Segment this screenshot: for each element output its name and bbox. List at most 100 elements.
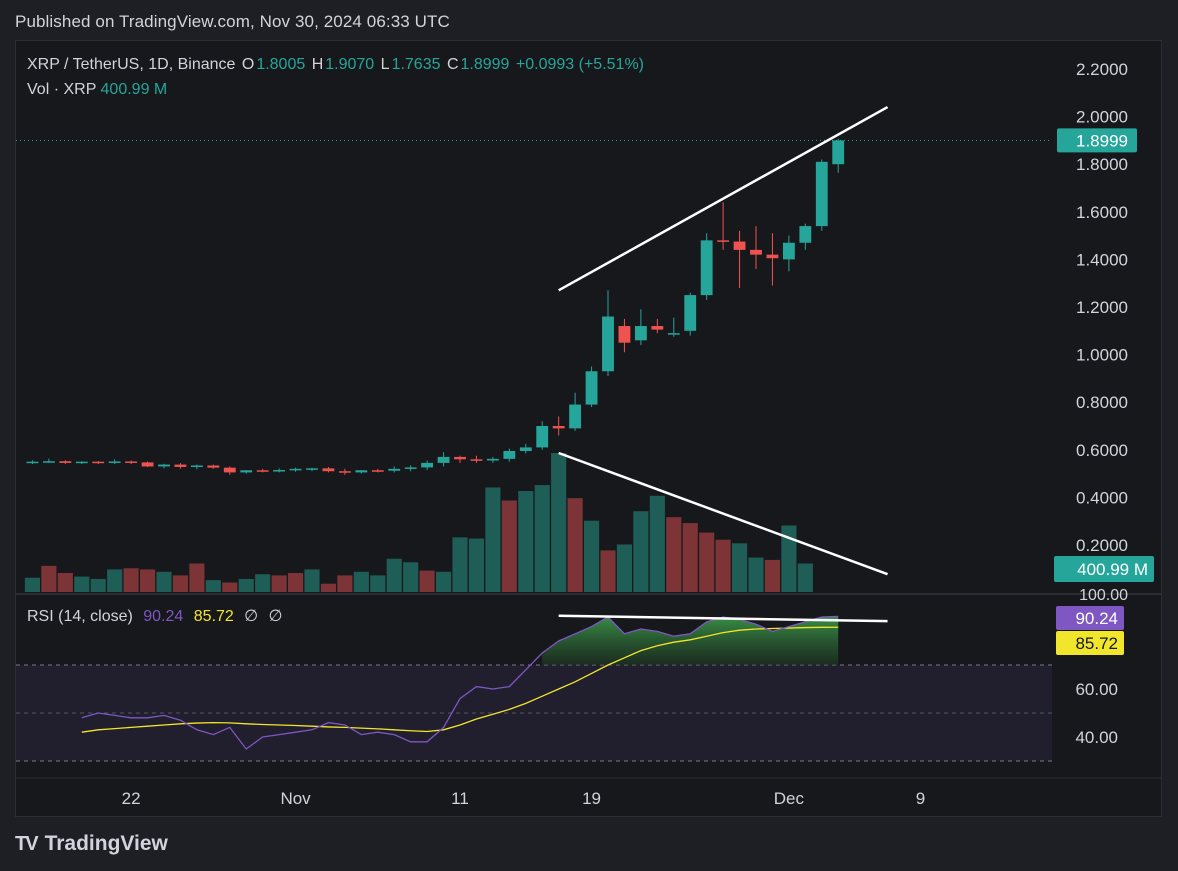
- footer-brand[interactable]: TV TradingView: [15, 832, 168, 856]
- trendline-rsi-divergence: [558, 614, 888, 623]
- volume-bar: [600, 550, 616, 592]
- volume-bar: [485, 487, 501, 592]
- volume-bar: [715, 539, 731, 592]
- volume-bar: [172, 575, 189, 592]
- volume-bar: [649, 495, 665, 592]
- price-tick-label: 0.4000: [1076, 488, 1128, 507]
- candle-body: [306, 468, 318, 470]
- close-label: C: [446, 56, 459, 73]
- price-legend: XRP / TetherUS, 1D, Binance O 1.8005 H 1.9…: [27, 56, 646, 74]
- time-tick-label: 11: [451, 789, 469, 808]
- tradingview-logo-icon: TV: [15, 832, 39, 855]
- volume-bar: [370, 575, 386, 592]
- candle-body: [338, 471, 351, 473]
- volume-bar: [748, 557, 764, 592]
- rsi-tick-label: 40.00: [1075, 728, 1118, 747]
- volume-bar: [534, 485, 550, 592]
- candle-body: [799, 226, 812, 243]
- candle-body: [717, 240, 730, 242]
- volume-bar: [616, 544, 633, 592]
- rsi-value: 90.24: [143, 608, 184, 625]
- volume-bar: [107, 569, 123, 592]
- candle-body: [207, 465, 220, 468]
- rsi-top-tick-label: 100.00: [1079, 587, 1128, 604]
- volume-bar: [222, 582, 238, 592]
- price-tick-label: 1.2000: [1076, 298, 1128, 317]
- volume-bar: [304, 569, 320, 592]
- price-tick-label: 2.2000: [1076, 60, 1128, 79]
- volume-bar: [24, 577, 41, 592]
- hidden-value-icon-1: ∅: [244, 608, 259, 625]
- candle-body: [684, 295, 697, 331]
- candle-body: [404, 467, 417, 469]
- volume-bar: [419, 570, 435, 592]
- volume-bar: [41, 565, 57, 592]
- candle-body: [256, 470, 269, 472]
- open-value: 1.8005: [256, 56, 306, 73]
- candle-body: [421, 462, 434, 468]
- candle-body: [503, 450, 516, 459]
- volume-bar: [139, 569, 156, 592]
- candle-body: [602, 316, 614, 372]
- price-tick-label: 1.6000: [1076, 203, 1128, 222]
- candle-body: [322, 468, 335, 472]
- candle-body: [158, 464, 170, 467]
- volume-bar: [320, 583, 337, 592]
- candle-body: [832, 140, 845, 165]
- candle-body: [240, 470, 253, 473]
- rsi-label[interactable]: RSI (14, close): [27, 608, 133, 625]
- candle-body: [454, 456, 466, 460]
- candle-body: [700, 240, 713, 296]
- volume-bar: [781, 525, 797, 592]
- volume-bar: [583, 520, 600, 592]
- volume-bar: [123, 568, 139, 592]
- volume-label[interactable]: Vol · XRP: [27, 81, 97, 98]
- candle-body: [437, 456, 450, 463]
- candle-body: [486, 458, 499, 461]
- volume-bar: [682, 523, 698, 592]
- volume-bar: [518, 491, 534, 592]
- candle-body: [273, 470, 286, 472]
- volume-bar: [90, 578, 106, 592]
- candle-body: [108, 461, 121, 463]
- volume-bar: [57, 572, 73, 592]
- chart-frame[interactable]: [15, 40, 1162, 817]
- rsi-value-badge: [1056, 606, 1124, 630]
- price-tick-label: 1.0000: [1076, 346, 1128, 365]
- volume-bar: [337, 575, 353, 592]
- time-tick-label: 9: [916, 789, 925, 808]
- symbol-label[interactable]: XRP / TetherUS, 1D, Binance: [27, 56, 236, 73]
- low-value: 1.7635: [391, 56, 441, 73]
- candle-body: [371, 470, 384, 472]
- volume-badge-label: 400.99 M: [1077, 560, 1148, 579]
- candle-body: [75, 461, 88, 464]
- volume-bar: [205, 580, 221, 592]
- high-label: H: [311, 56, 324, 73]
- volume-badge: [1054, 556, 1154, 582]
- candle-body: [815, 161, 828, 227]
- candle-body: [585, 371, 598, 405]
- time-tick-label: Dec: [774, 789, 805, 808]
- candle-body: [42, 461, 55, 463]
- volume-bar: [189, 563, 205, 592]
- volume-value: 400.99 M: [100, 81, 168, 98]
- open-label: O: [241, 56, 255, 73]
- volume-bar: [287, 572, 304, 592]
- rsi-badge-label: 90.24: [1075, 609, 1118, 628]
- candle-body: [223, 467, 236, 473]
- volume-bar: [255, 574, 271, 592]
- candle-body: [634, 326, 647, 341]
- volume-legend: Vol · XRP 400.99 M: [27, 81, 167, 99]
- rsi-legend: RSI (14, close) 90.24 85.72 ∅ ∅: [27, 606, 289, 626]
- candle-body: [766, 254, 779, 259]
- published-note: Published on TradingView.com, Nov 30, 20…: [15, 12, 450, 31]
- candle-body: [289, 468, 302, 471]
- volume-bar: [501, 500, 517, 592]
- candle-body: [552, 426, 565, 429]
- volume-bar: [633, 511, 649, 592]
- volume-bar: [238, 578, 254, 592]
- candle-body: [536, 426, 549, 448]
- rsi-ma-value: 85.72: [193, 608, 234, 625]
- volume-bar: [797, 563, 813, 592]
